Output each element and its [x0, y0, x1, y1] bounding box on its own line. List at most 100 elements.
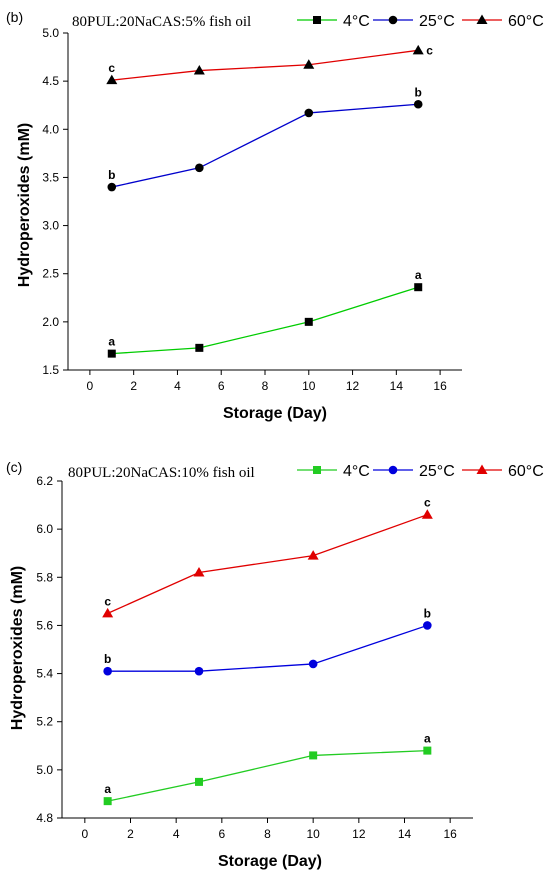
data-point [308, 659, 318, 669]
data-point [414, 283, 423, 292]
chart-panel-c: (c) 80PUL:20NaCAS:10% fish oil 4°C 25°C 60… [6, 459, 544, 870]
x-tick-label: 10 [302, 379, 316, 393]
x-tick-label: 8 [262, 379, 269, 393]
series-line-25c [107, 624, 428, 672]
data-point [304, 108, 314, 118]
significance-letter: c [108, 61, 115, 75]
data-point [303, 59, 315, 69]
data-point [423, 746, 432, 755]
y-tick-label: 4.5 [42, 74, 59, 88]
axes: 0 2 4 6 8 10 12 14 16 1.5 2.0 2.5 3.0 3.5 4.0 4.5 5.0 [42, 26, 462, 393]
significance-letter: b [424, 606, 431, 620]
legend-label: 4°C [343, 13, 370, 30]
x-tick-label: 4 [174, 379, 181, 393]
x-tick-label: 2 [127, 827, 134, 841]
legend-label: 25°C [419, 13, 455, 30]
data-point [309, 751, 318, 760]
x-tick-label: 4 [173, 827, 180, 841]
significance-letter: c [424, 496, 431, 510]
y-tick-label: 6.0 [36, 522, 53, 536]
y-tick-label: 5.6 [36, 618, 53, 632]
data-point [195, 777, 203, 786]
chart-title: 80PUL:20NaCAS:5% fish oil [72, 14, 251, 30]
x-axis-label: Storage (Day) [223, 405, 327, 422]
data-point [307, 550, 319, 560]
y-tick-label: 6.2 [36, 474, 53, 488]
y-tick-label: 4.8 [36, 811, 53, 825]
x-axis-label: Storage (Day) [218, 853, 322, 870]
series-line-4c [107, 749, 428, 802]
data-point [195, 343, 204, 352]
x-tick-label: 0 [81, 827, 88, 841]
data-point [106, 74, 118, 85]
y-tick-label: 2.0 [42, 315, 59, 329]
y-tick-label: 3.0 [42, 219, 59, 233]
chart-panel-b: (b) 80PUL:20NaCAS:5% fish oil 4°C 25°C 60°… [6, 9, 544, 422]
data-point [103, 797, 112, 806]
data-point [107, 182, 117, 192]
legend: 4°C 25°C 60°C [297, 13, 544, 30]
series-line-4c [111, 286, 419, 355]
data-point [423, 621, 432, 630]
x-tick-label: 0 [87, 379, 94, 393]
data-point [193, 65, 205, 75]
legend-label: 4°C [343, 463, 370, 480]
series-line-60c [107, 514, 428, 614]
y-tick-label: 1.5 [42, 363, 59, 377]
plot-area: a a b b c c [102, 496, 433, 806]
y-tick-label: 3.5 [42, 170, 59, 184]
series-line-60c [111, 49, 419, 81]
legend-marker [476, 14, 488, 24]
significance-letter: b [415, 85, 422, 99]
legend-marker [476, 464, 488, 474]
significance-letter: a [104, 782, 111, 796]
y-axis-label: Hydroperoxides (mM) [9, 566, 26, 730]
x-tick-label: 12 [352, 827, 366, 841]
legend-label: 25°C [419, 463, 455, 480]
legend-marker [388, 15, 398, 25]
x-tick-label: 12 [346, 379, 360, 393]
y-tick-label: 5.0 [42, 26, 59, 40]
legend-marker [313, 466, 321, 474]
data-point [413, 99, 423, 109]
legend: 4°C 25°C 60°C [297, 463, 544, 480]
significance-letter: a [415, 268, 422, 282]
significance-letter: a [424, 732, 431, 746]
y-tick-label: 5.8 [36, 570, 53, 584]
legend-marker [313, 16, 321, 24]
data-point [304, 317, 313, 326]
y-axis-label: Hydroperoxides (mM) [16, 123, 33, 287]
legend-marker [388, 465, 398, 475]
y-tick-label: 5.4 [36, 667, 53, 681]
data-point [102, 607, 114, 618]
significance-letter: c [426, 43, 433, 57]
panel-label: (b) [6, 9, 23, 25]
data-point [412, 44, 424, 55]
data-point [107, 349, 116, 358]
data-point [421, 509, 433, 519]
legend-label: 60°C [508, 463, 544, 480]
series-line-25c [111, 103, 419, 188]
y-tick-label: 2.5 [42, 267, 59, 281]
x-tick-label: 14 [398, 827, 412, 841]
panel-label: (c) [6, 459, 22, 475]
y-tick-label: 4.0 [42, 122, 59, 136]
data-point [195, 163, 204, 173]
significance-letter: c [104, 594, 111, 608]
x-tick-label: 8 [264, 827, 271, 841]
legend-label: 60°C [508, 13, 544, 30]
x-tick-label: 2 [130, 379, 137, 393]
significance-letter: b [104, 652, 111, 666]
y-tick-label: 5.2 [36, 715, 53, 729]
axes: 0 2 4 6 8 10 12 14 16 4.8 5.0 5.2 5.4 5.6 5.8 6.0 6.2 [36, 474, 473, 841]
chart-title: 80PUL:20NaCAS:10% fish oil [68, 465, 255, 481]
x-tick-label: 6 [218, 379, 225, 393]
x-tick-label: 16 [443, 827, 457, 841]
significance-letter: b [108, 168, 115, 182]
data-point [103, 666, 112, 676]
x-tick-label: 14 [390, 379, 404, 393]
significance-letter: a [108, 335, 115, 349]
x-tick-label: 16 [433, 379, 447, 393]
x-tick-label: 6 [218, 827, 225, 841]
